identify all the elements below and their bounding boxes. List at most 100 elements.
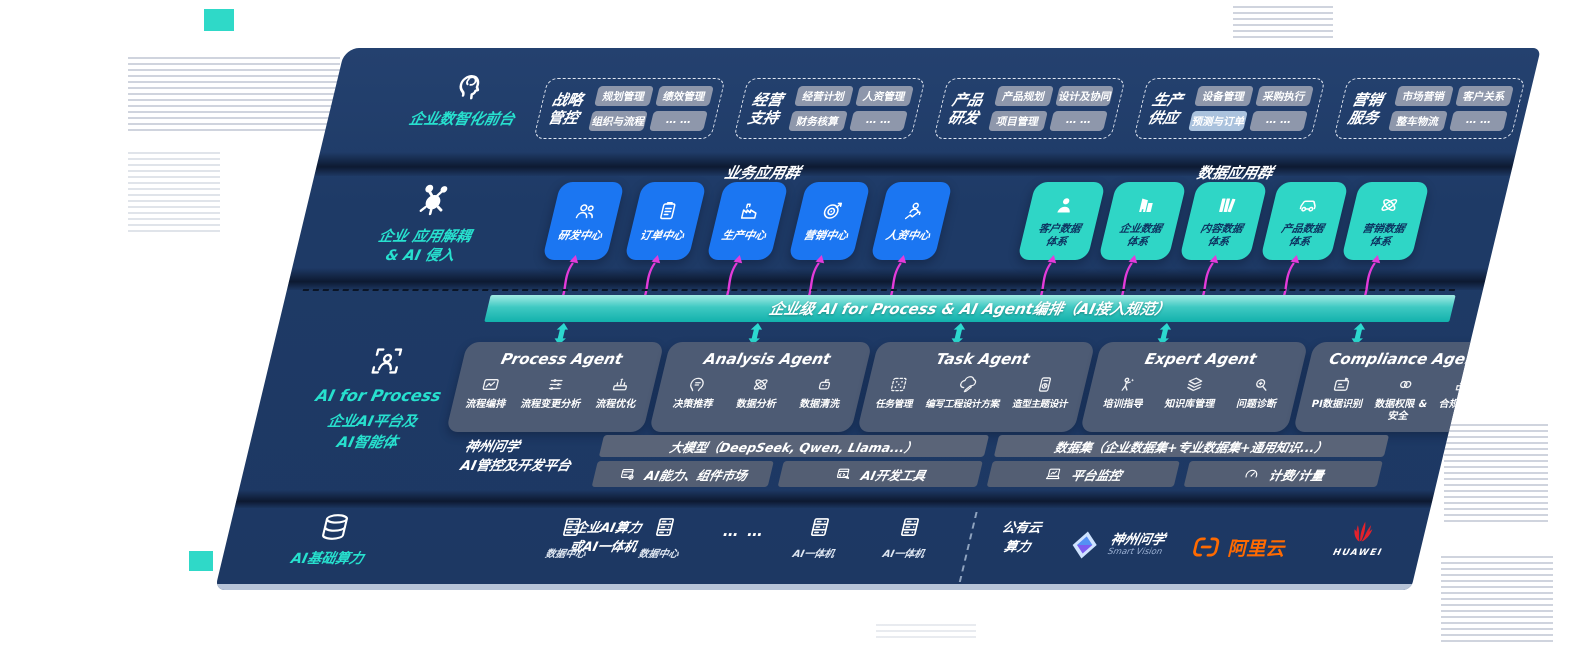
ai-process-rail: AI for Process 企业AI平台及 AI智能体: [270, 342, 486, 452]
node-ai-appliance-2[interactable]: AI一体机: [860, 514, 955, 560]
node-data-center-2[interactable]: 数据中心: [615, 514, 710, 560]
front-office-item[interactable]: 客户关系: [1454, 86, 1514, 106]
app-box-product-data[interactable]: 产品数据 体系: [1260, 182, 1349, 260]
front-office-item[interactable]: 整车物流: [1388, 111, 1448, 131]
front-office-item[interactable]: 绩效管理: [654, 86, 714, 106]
model-bar[interactable]: 大模型（DeepSeek, Qwen, Llama...）: [598, 435, 990, 457]
cloud-write-icon: [954, 374, 980, 395]
platform-name: 神州问学 AI管控及开发平台: [458, 438, 607, 476]
front-office-item[interactable]: 设备管理: [1194, 86, 1254, 106]
front-office-item[interactable]: 产品规划: [994, 86, 1054, 106]
atom-icon: [1374, 193, 1404, 217]
devtool-icon: [832, 465, 854, 483]
teal-square-decoration: [189, 551, 213, 571]
front-office-item[interactable]: 采购执行: [1254, 86, 1314, 106]
front-office-item[interactable]: 规划管理: [594, 86, 654, 106]
permission-icon: [1393, 374, 1419, 395]
app-box-content-data[interactable]: 内容数据 体系: [1179, 182, 1268, 260]
database-icon: [314, 510, 356, 544]
app-box-hr-center[interactable]: 人资中心: [870, 182, 953, 260]
stripe-decoration: [1444, 424, 1548, 526]
front-office-item[interactable]: 人资管理: [854, 86, 914, 106]
teal-square-decoration: [204, 9, 234, 31]
group-name: 生产供应: [1146, 90, 1185, 127]
design-tablet-icon: [1032, 374, 1058, 395]
front-office-item[interactable]: 市场营销: [1394, 86, 1454, 106]
stripe-decoration: [128, 57, 340, 133]
front-office-item[interactable]: … …: [1248, 111, 1308, 131]
front-office-item[interactable]: … …: [648, 111, 708, 131]
front-office-item[interactable]: … …: [1448, 111, 1508, 131]
platform-cell-ai-market[interactable]: AI能力、组件市场: [591, 461, 774, 487]
app-box-marketing-center[interactable]: 营销中心: [788, 182, 871, 260]
front-office-group-marketing: 营销服务 市场营销 客户关系 整车物流 … …: [1333, 78, 1526, 139]
platform-cell-monitoring[interactable]: 平台监控: [986, 461, 1180, 487]
people-growth-icon: [899, 199, 929, 223]
platform-cell-billing[interactable]: 计费/计量: [1183, 461, 1383, 487]
front-office-item[interactable]: 设计及协同: [1054, 86, 1114, 106]
data-clean-icon: [812, 374, 838, 395]
row-divider: [234, 490, 1435, 508]
dataset-bar[interactable]: 数据集（企业数据集+专业数据集+通用知识...）: [993, 435, 1390, 457]
front-office-item-highlighted[interactable]: 预测与订单: [1188, 111, 1248, 131]
front-office-item[interactable]: … …: [1048, 111, 1108, 131]
target-icon: [817, 199, 847, 223]
front-office-group-operations: 经营支持 经营计划 人资管理 财务核算 … …: [733, 78, 926, 139]
node-ai-appliance-1[interactable]: AI一体机: [770, 514, 865, 560]
stripe-decoration: [876, 624, 976, 642]
server-icon: [649, 514, 681, 540]
front-office-row: 战略管控 规划管理 绩效管理 组织与流程 … … 经营支持 经营计划 人资管理 …: [533, 78, 1526, 139]
server-icon: [894, 514, 926, 540]
task-grid-icon: [886, 374, 912, 395]
atom-icon: [748, 374, 774, 395]
car-icon: [1293, 193, 1323, 217]
vendor-huawei[interactable]: HUAWEI: [1321, 516, 1403, 558]
front-office-item[interactable]: … …: [848, 111, 908, 131]
vendor-smart-vision[interactable]: 神州问学 Smart Vision: [1064, 528, 1168, 562]
molecule-icon: [406, 178, 461, 222]
dashed-boundary-line: [302, 289, 1456, 291]
business-group-title: 业务应用群: [722, 164, 803, 182]
front-office-item[interactable]: 财务核算: [788, 111, 848, 131]
platform-cell-dev-tools[interactable]: AI开发工具: [777, 461, 983, 487]
front-office-item[interactable]: 经营计划: [794, 86, 854, 106]
agent-box-analysis[interactable]: Analysis Agent 决策推荐 数据分析 数据清洗: [648, 342, 873, 432]
alicloud-logo-icon: [1188, 532, 1225, 562]
app-box-order-center[interactable]: 订单中心: [624, 182, 707, 260]
agent-box-task[interactable]: Task Agent 任务管理 编写工程设计方案 造型主题设计: [856, 342, 1096, 432]
agent-box-compliance[interactable]: Compliance Agent PI数据识别 数据权限 & 安全 合规预警: [1292, 342, 1507, 432]
vendor-alibaba-cloud[interactable]: 阿里云: [1188, 532, 1290, 562]
market-window-icon: [616, 465, 638, 483]
server-icon: [804, 514, 836, 540]
ai-process-label-line2: 企业AI平台及: [325, 413, 419, 430]
double-arrow-icon: [554, 323, 569, 345]
front-office-group-strategy: 战略管控 规划管理 绩效管理 组织与流程 … …: [533, 78, 726, 139]
head-brain-icon: [446, 64, 496, 104]
app-box-marketing-data[interactable]: 营销数据 体系: [1341, 182, 1430, 260]
pi-card-icon: [1329, 374, 1355, 395]
front-office-item[interactable]: 项目管理: [988, 111, 1048, 131]
team-icon: [571, 199, 601, 223]
decoupling-label-line1: 企业 应用解耦: [376, 229, 473, 245]
app-box-production-center[interactable]: 生产中心: [706, 182, 789, 260]
front-office-item[interactable]: 组织与流程: [588, 111, 648, 131]
gauge-icon: [1240, 465, 1262, 483]
agent-box-expert[interactable]: Expert Agent 培训指导 知识库管理 问题诊断: [1079, 342, 1309, 432]
front-office-label: 企业数智化前台: [407, 110, 517, 128]
front-office-group-product: 产品研发 产品规划 设计及协同 项目管理 … …: [933, 78, 1126, 139]
group-name: 营销服务: [1346, 90, 1385, 127]
app-box-rnd-center[interactable]: 研发中心: [542, 182, 625, 260]
stripe-decoration: [1441, 556, 1553, 642]
factory-icon: [735, 199, 765, 223]
flow-optimize-icon: [608, 374, 634, 395]
node-data-center-1[interactable]: 数据中心: [522, 514, 617, 560]
huawei-logo-icon: [1344, 516, 1381, 546]
decoupling-rail: 企业 应用解耦 & AI 侵入: [313, 178, 544, 266]
stripe-decoration: [1233, 6, 1333, 42]
app-box-enterprise-data[interactable]: 企业数据 体系: [1098, 182, 1187, 260]
data-app-row: 客户数据 体系 企业数据 体系 内容数据 体系 产品数据 体系 营销数据 体系: [1017, 182, 1430, 260]
agent-box-process[interactable]: Process Agent 流程编排 流程变更分析 流程优化: [445, 342, 665, 432]
group-name: 战略管控: [546, 90, 585, 127]
app-box-customer-data[interactable]: 客户数据 体系: [1017, 182, 1106, 260]
